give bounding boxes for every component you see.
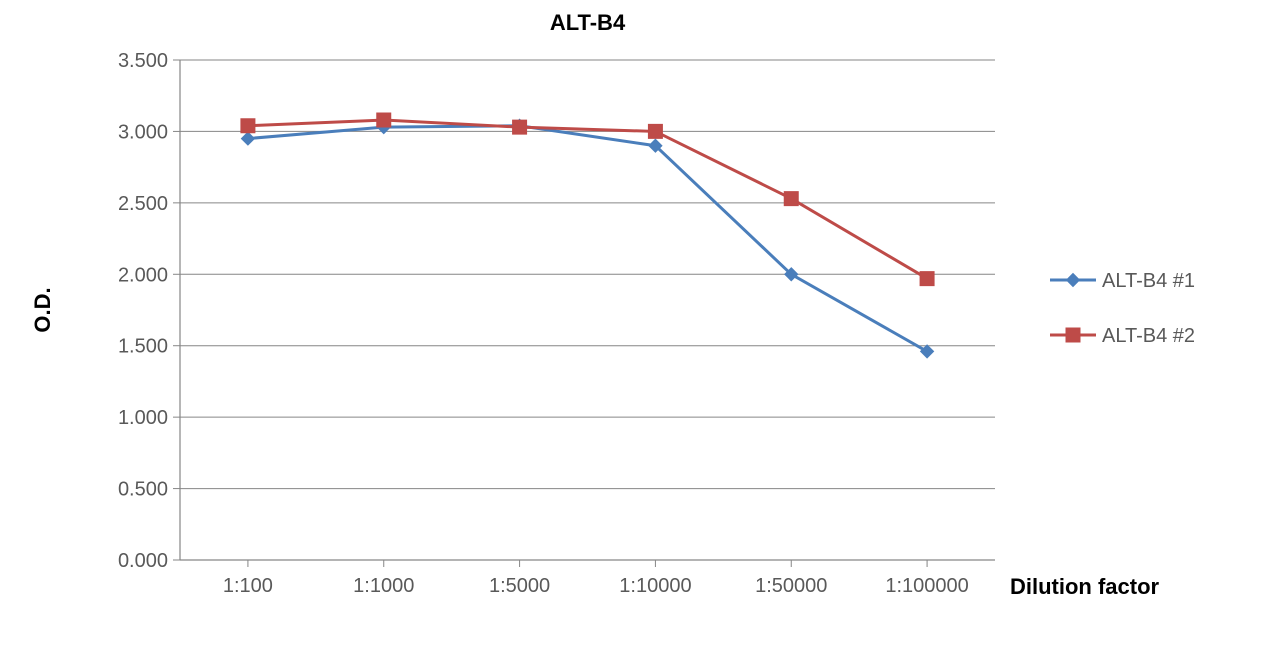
y-tick-label: 2.500 [118, 193, 168, 215]
x-tick-label: 1:1000 [353, 575, 414, 597]
series-marker [241, 132, 254, 145]
series-marker [241, 119, 255, 133]
x-tick-label: 1:10000 [619, 575, 691, 597]
series-marker [784, 192, 798, 206]
series-marker [648, 124, 662, 138]
legend-marker [1066, 328, 1080, 342]
y-tick-label: 1.500 [118, 336, 168, 358]
y-tick-label: 1.000 [118, 407, 168, 429]
series-line [248, 126, 927, 352]
legend-label: ALT-B4 #2 [1102, 325, 1195, 347]
y-tick-label: 2.000 [118, 264, 168, 286]
legend-label: ALT-B4 #1 [1102, 270, 1195, 292]
x-axis-title: Dilution factor [1010, 574, 1160, 599]
series-marker [921, 345, 934, 358]
x-tick-label: 1:50000 [755, 575, 827, 597]
series-line [248, 120, 927, 279]
y-tick-label: 3.000 [118, 121, 168, 143]
y-tick-label: 0.500 [118, 479, 168, 501]
series-marker [920, 272, 934, 286]
y-tick-label: 3.500 [118, 50, 168, 72]
y-tick-label: 0.000 [118, 550, 168, 572]
legend-marker [1067, 274, 1080, 287]
chart-title: ALT-B4 [550, 10, 626, 35]
x-tick-label: 1:5000 [489, 575, 550, 597]
x-tick-label: 1:100 [223, 575, 273, 597]
x-tick-label: 1:100000 [885, 575, 968, 597]
series-marker [513, 120, 527, 134]
y-axis-title: O.D. [30, 287, 55, 332]
series-marker [377, 113, 391, 127]
line-chart: ALT-B4 0.000 0.500 1.000 1.500 2.000 2.500 3.00… [0, 0, 1271, 658]
